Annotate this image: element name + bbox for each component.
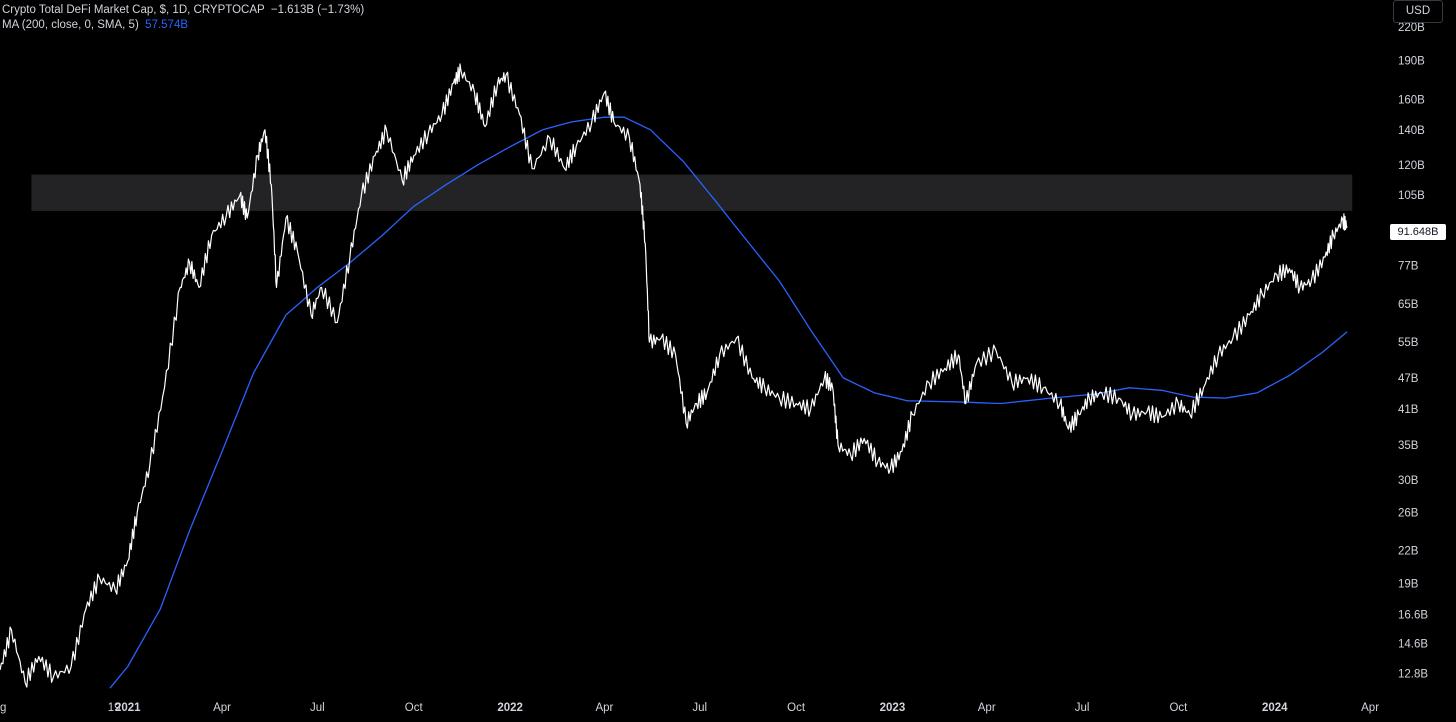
y-tick-label: 140B	[1398, 125, 1425, 137]
price-line	[0, 63, 1348, 688]
y-tick-label: 160B	[1398, 94, 1425, 106]
legend-ma-row: MA (200, close, 0, SMA, 5) 57.574B	[2, 18, 364, 33]
x-tick-label: Jul	[1075, 702, 1090, 714]
y-tick-label: 14.6B	[1398, 639, 1428, 651]
chart-legend: Crypto Total DeFi Market Cap, $, 1D, CRY…	[2, 3, 364, 33]
legend-change: −1.613B (−1.73%)	[270, 4, 365, 16]
x-tick-label: g	[0, 702, 6, 714]
x-tick-label: 2023	[880, 702, 906, 714]
currency-button[interactable]: USD	[1393, 0, 1443, 23]
series-layer	[0, 63, 1348, 689]
x-tick-label: Jul	[692, 702, 707, 714]
y-tick-label: 220B	[1398, 22, 1425, 34]
y-tick-label: 30B	[1398, 475, 1419, 487]
x-tick-label: Jul	[310, 702, 325, 714]
x-tick-label: Oct	[405, 702, 424, 714]
legend-ma-label: MA (200, close, 0, SMA, 5)	[2, 19, 139, 31]
y-tick-label: 35B	[1398, 440, 1419, 452]
y-tick-label: 105B	[1398, 190, 1425, 202]
x-tick-label: Apr	[1361, 702, 1379, 714]
x-tick-label: Apr	[978, 702, 996, 714]
legend-symbol-row: Crypto Total DeFi Market Cap, $, 1D, CRY…	[2, 3, 364, 18]
y-tick-label: 22B	[1398, 545, 1419, 557]
x-tick-label: 2021	[115, 702, 141, 714]
y-tick-label: 120B	[1398, 160, 1425, 172]
y-tick-label: 77B	[1398, 261, 1419, 273]
x-tick-label: Oct	[787, 702, 806, 714]
y-tick-label: 26B	[1398, 507, 1419, 519]
x-tick-label: Apr	[595, 702, 613, 714]
y-tick-label: 19B	[1398, 579, 1419, 591]
y-tick-label: 190B	[1398, 55, 1425, 67]
x-tick-label: Oct	[1169, 702, 1188, 714]
y-tick-label: 47B	[1398, 373, 1419, 385]
y-tick-label: 55B	[1398, 337, 1419, 349]
x-tick-label: 19	[108, 702, 121, 714]
y-tick-label: 12.8B	[1398, 669, 1428, 681]
y-tick-label: 41B	[1398, 404, 1419, 416]
ma-line	[109, 116, 1348, 689]
legend-ma-value: 57.574B	[145, 19, 189, 31]
last-price-badge: 91.648B	[1390, 224, 1446, 240]
legend-symbol: Crypto Total DeFi Market Cap, $, 1D, CRY…	[2, 4, 265, 16]
resistance-zone	[31, 174, 1353, 211]
y-tick-label: 65B	[1398, 299, 1419, 311]
x-tick-label: 2024	[1262, 702, 1288, 714]
x-tick-label: Apr	[213, 702, 231, 714]
y-axis[interactable]: 220B190B160B140B120B105B90B77B65B55B47B4…	[1398, 22, 1428, 680]
y-tick-label: 16.6B	[1398, 609, 1428, 621]
x-tick-label: 2022	[497, 702, 523, 714]
